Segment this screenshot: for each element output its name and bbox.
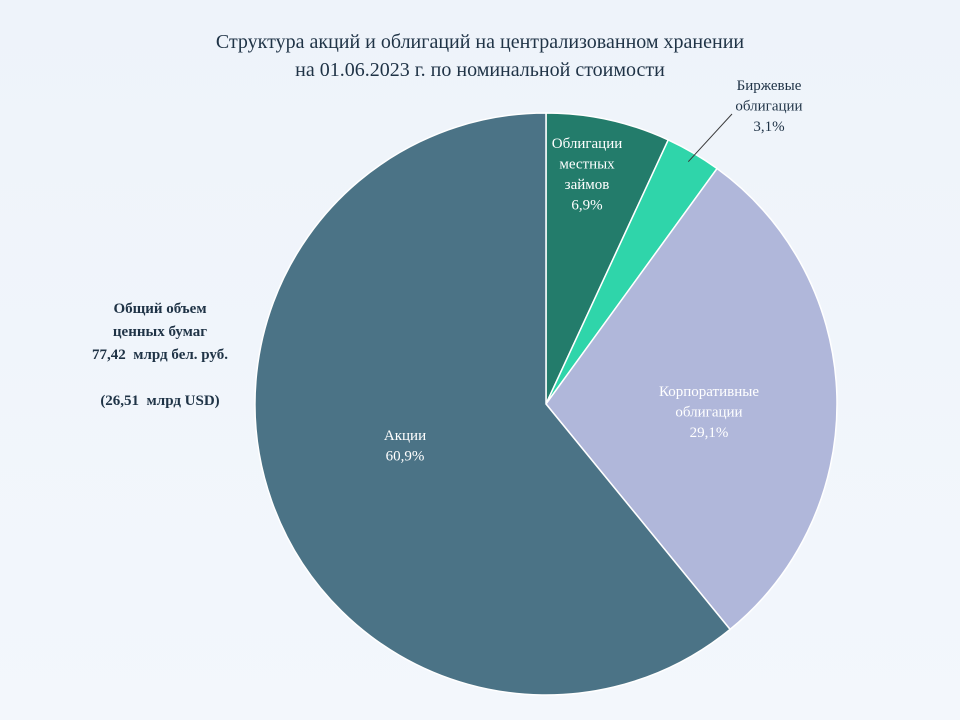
slice-label: Облигации местных займов 6,9% [552,136,623,214]
chart-title-line-2: на 01.06.2023 г. по номинальной стоимост… [295,59,665,81]
slice-value-label: 6,9% [571,198,602,214]
total-line-1: Общий объем [113,301,207,317]
chart-title-line-1: Структура акций и облигаций на централиз… [215,31,745,53]
slice-label: Биржевые облигации 3,1% [735,78,802,135]
slice-name-label: Корпоративные [659,384,759,400]
pie-slice [254,112,732,696]
slice-label: Корпоративные облигации 29,1% [659,384,759,441]
slice-value-label: 60,9% [386,449,425,465]
pie-slice [545,112,670,405]
slice-name-label: облигации [675,405,742,421]
slice-value-label: 3,1% [753,119,784,135]
slice-name-label: облигации [735,99,802,115]
slice-name-label: Облигации [552,136,623,152]
slice-name-label: займов [565,177,610,193]
leader-line [687,113,733,163]
slice-label: Акции 60,9% [384,428,426,465]
slice-name-label: Биржевые [737,78,802,94]
total-line-4: (26,51 млрд USD) [100,393,220,409]
slice-name-label: Акции [384,428,426,444]
total-line-3: 77,42 млрд бел. руб. [92,347,228,363]
pie-slice [545,167,838,631]
total-volume-annotation: Общий объем ценных бумаг 77,42 млрд бел.… [60,298,260,413]
slice-value-label: 29,1% [690,425,729,441]
total-line-2: ценных бумаг [112,324,208,340]
slice-name-label: местных [559,157,615,173]
